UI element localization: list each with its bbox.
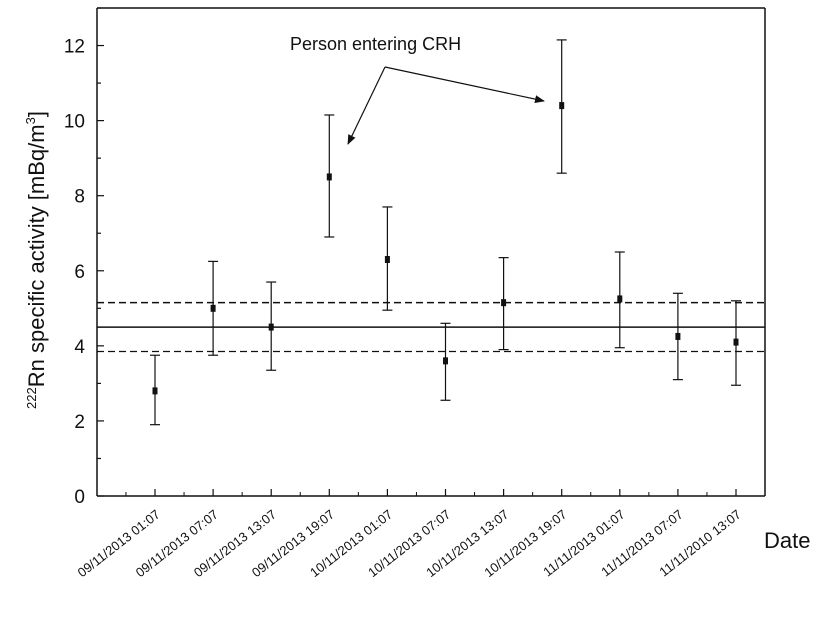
data-point — [326, 173, 332, 181]
data-point — [617, 295, 623, 303]
y-axis-title-close: ] — [24, 111, 49, 117]
y-tick-label: 8 — [74, 187, 85, 208]
y-tick-label: 0 — [74, 487, 85, 508]
data-point — [501, 299, 507, 307]
data-point — [268, 323, 274, 331]
y-tick-label: 12 — [64, 37, 85, 58]
plot-frame-layer — [96, 7, 766, 497]
data-layer — [150, 39, 741, 426]
y-axis-title: 222Rn specific activity [mBq/m3] — [23, 111, 49, 409]
annotation-arrow-left — [347, 66, 386, 145]
annotation-arrow-right — [384, 66, 545, 104]
y-tick-label: 4 — [74, 337, 85, 358]
y-tick-label: 10 — [64, 112, 85, 133]
data-point — [559, 102, 565, 110]
y-axis-title-sup: 3 — [23, 117, 38, 124]
x-axis-title: Date — [764, 528, 810, 553]
annotation-label: Person entering CRH — [290, 34, 461, 54]
data-point — [733, 338, 739, 346]
data-point — [384, 256, 390, 264]
data-point — [675, 332, 681, 340]
y-tick-label: 2 — [74, 412, 85, 433]
data-point — [210, 304, 216, 312]
y-tick-label: 6 — [74, 262, 85, 283]
reference-lines-layer — [97, 301, 765, 353]
y-axis-title-main: Rn specific activity [mBq/m — [24, 124, 49, 387]
annotation-layer: Person entering CRH — [290, 34, 545, 145]
data-point — [443, 357, 448, 365]
y-axis-title-prefix: 222 — [24, 387, 39, 409]
data-point — [152, 387, 158, 395]
